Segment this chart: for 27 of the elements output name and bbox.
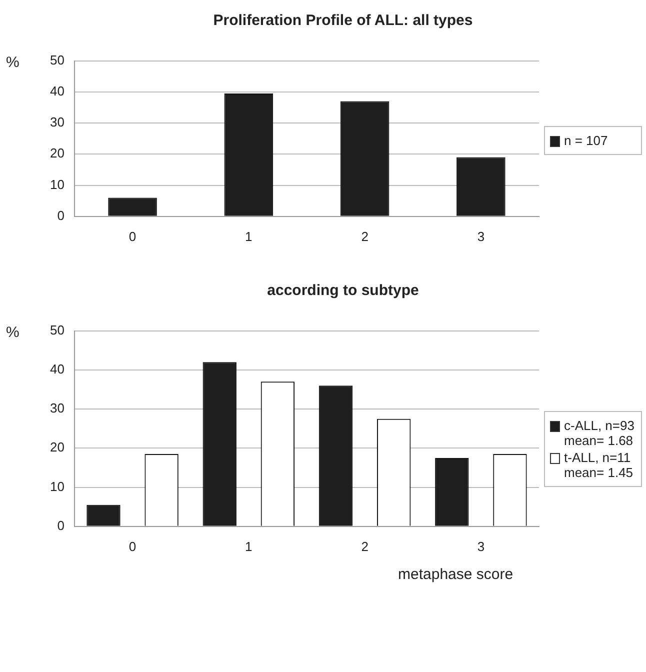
y-tick-label: 20 (50, 146, 64, 161)
x-tick-label: 2 (361, 228, 368, 244)
x-tick-label: 3 (477, 228, 485, 244)
y-tick-label: 40 (50, 362, 64, 376)
y-tick-label: 30 (50, 114, 64, 130)
y-axis-title: % (6, 54, 20, 71)
y-tick-label: 20 (50, 440, 64, 455)
x-tick-label: 1 (245, 228, 252, 244)
x-tick-label: 0 (128, 228, 136, 244)
x-tick-label: 0 (128, 538, 136, 554)
x-tick-label: 2 (361, 538, 368, 554)
chart-title: according to subtype (266, 282, 420, 299)
y-tick-label: 30 (50, 400, 64, 416)
y-tick-label: 0 (57, 518, 64, 533)
text: t-ALL, n=11 mean= 1.45 (564, 450, 634, 480)
y-tick-label: 50 (50, 322, 64, 338)
y-tick-label: 10 (50, 478, 64, 494)
legend-label: n = 107 (564, 132, 608, 148)
x-tick-label: 3 (477, 538, 485, 554)
y-axis-title: % (6, 324, 20, 341)
chart-title: Proliferation Profile of ALL: all types (212, 12, 474, 29)
x-axis-title: metaphase score (398, 566, 514, 583)
y-tick-label: 0 (57, 208, 64, 223)
y-tick-label: 40 (50, 84, 64, 98)
y-tick-label: 10 (50, 176, 64, 192)
y-tick-label: 50 (50, 52, 64, 68)
x-tick-label: 1 (245, 538, 252, 554)
